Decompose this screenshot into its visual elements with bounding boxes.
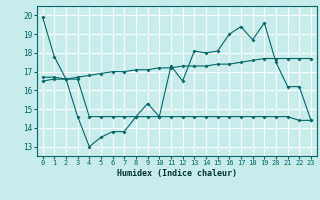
X-axis label: Humidex (Indice chaleur): Humidex (Indice chaleur) bbox=[117, 169, 237, 178]
